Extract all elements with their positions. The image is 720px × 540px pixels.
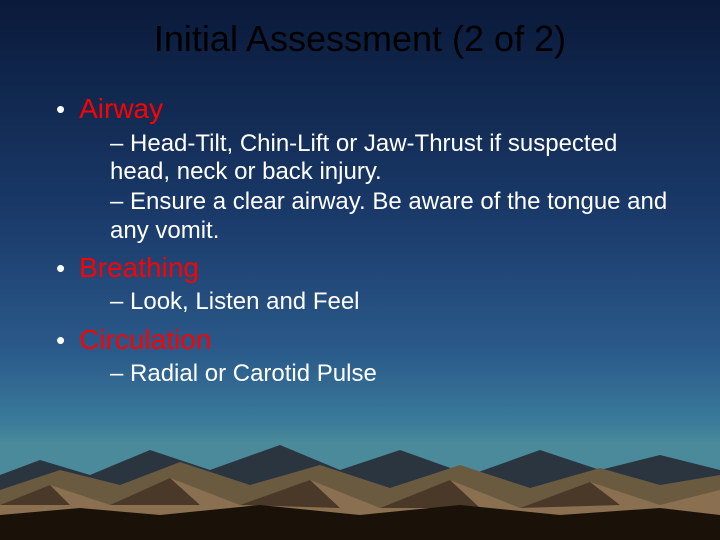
- bullet-dot: •: [56, 96, 65, 122]
- sub-item: – Look, Listen and Feel: [110, 288, 680, 316]
- slide-title: Initial Assessment (2 of 2): [40, 18, 680, 60]
- list-item: • Breathing – Look, Listen and Feel: [56, 251, 680, 317]
- sub-list: – Look, Listen and Feel: [56, 288, 680, 316]
- sub-item: – Radial or Carotid Pulse: [110, 360, 680, 388]
- bullet-label: Airway: [79, 92, 163, 126]
- sub-list: – Head-Tilt, Chin-Lift or Jaw-Thrust if …: [56, 130, 680, 245]
- mountain-scenery: [0, 420, 720, 540]
- sub-item: – Head-Tilt, Chin-Lift or Jaw-Thrust if …: [110, 130, 680, 187]
- sub-list: – Radial or Carotid Pulse: [56, 360, 680, 388]
- bullet-dot: •: [56, 255, 65, 281]
- sub-item: – Ensure a clear airway. Be aware of the…: [110, 188, 680, 245]
- bullet-label: Circulation: [79, 323, 211, 357]
- list-item: • Circulation – Radial or Carotid Pulse: [56, 323, 680, 389]
- list-item: • Airway – Head-Tilt, Chin-Lift or Jaw-T…: [56, 92, 680, 245]
- bullet-list: • Airway – Head-Tilt, Chin-Lift or Jaw-T…: [40, 92, 680, 389]
- slide-content: Initial Assessment (2 of 2) • Airway – H…: [0, 0, 720, 389]
- bullet-dot: •: [56, 327, 65, 353]
- bullet-label: Breathing: [79, 251, 199, 285]
